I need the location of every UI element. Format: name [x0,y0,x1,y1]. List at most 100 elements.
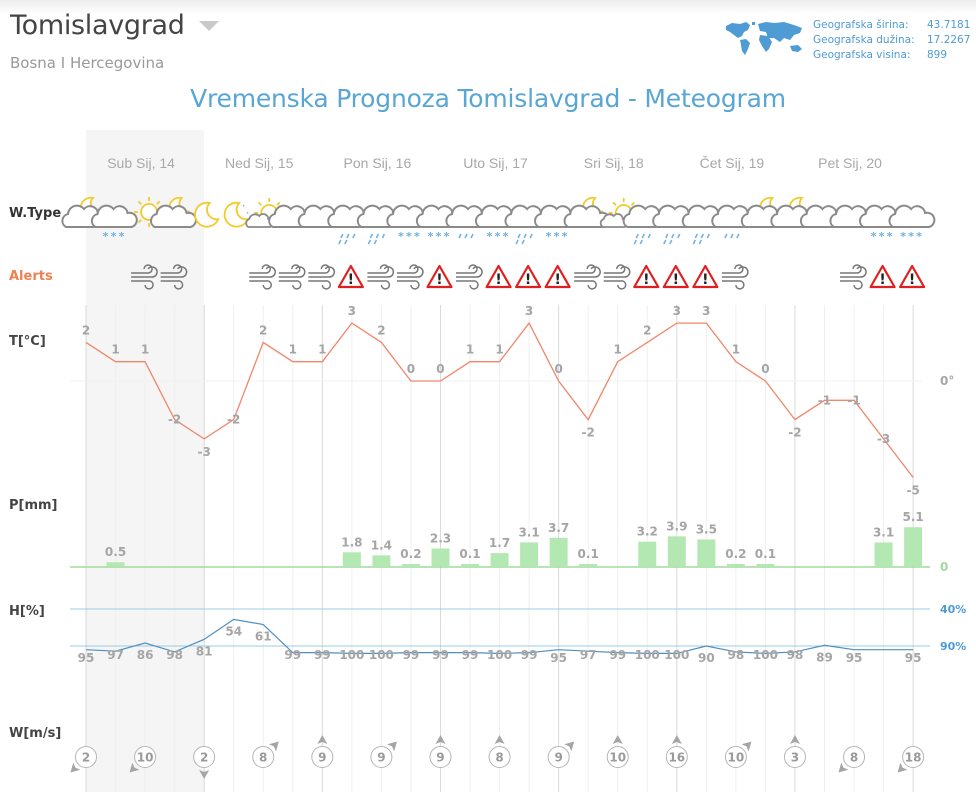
sun-ray [137,200,142,205]
exclamation: ! [554,272,560,288]
snow-icon: * * * [103,230,125,243]
temperature-label: 3 [525,304,533,318]
wind-stroke [131,266,158,278]
wind-circle [193,746,216,768]
exclamation: ! [909,272,915,288]
raindrop [677,233,681,239]
raindrop [706,233,711,239]
humidity-label: 100 [369,648,394,662]
row-label-wind: W[m/s] [9,726,61,741]
precipitation-bar [579,564,598,566]
chevron-down-icon[interactable] [199,21,219,31]
humidity-label: 99 [609,648,626,662]
wind-stroke [367,266,395,278]
wind-speed-label: 10 [137,751,154,765]
star-icon: · [246,206,250,220]
wind-speed-label: 10 [609,751,626,765]
page-title: Vremenska Prognoza Tomislavgrad - Meteog… [190,84,786,113]
geo-label: Geografska visina: [813,49,911,61]
warning-alert-icon: ! [899,264,926,289]
wind-stroke [396,280,420,290]
precipitation-label: 0.2 [725,547,746,561]
wind-circle [429,746,452,768]
precipitation-bar [874,542,893,566]
wind-direction-arrow-icon [494,735,505,744]
snowflake: * [119,230,125,243]
wind-circle [547,746,570,768]
snowflake: * [414,230,420,243]
wind-stroke [574,280,597,290]
sun-ray [156,200,161,205]
humidity-label: 98 [787,648,804,662]
wind-stroke [278,280,302,290]
wind-circle [311,746,334,768]
cloud-icon [888,204,936,228]
raindrop [700,233,705,239]
snowflake: * [103,230,109,243]
humidity-axis-label: 40% [940,603,966,616]
humidity-label: 86 [137,648,154,662]
wind-direction-arrow-icon [387,741,397,752]
geo-info: Geografska širina: 43.7181 Geografska duž… [813,18,970,63]
raindrop [373,239,378,245]
snowflake: * [562,230,568,243]
temperature-label: -1 [818,393,831,407]
temperature-label: 2 [82,323,90,337]
wind-marker: 2 [70,746,97,773]
wind-alert-icon [249,264,276,290]
raindrop [694,233,699,239]
wind-stroke [840,280,863,290]
temperature-label: 1 [495,343,503,357]
humidity-label: 99 [403,648,420,662]
rain-icon [663,233,681,245]
temperature-line [85,321,914,478]
raindrop [698,239,703,245]
wind-direction-arrow-icon [268,741,279,752]
humidity-label: 95 [550,651,567,665]
wind-stroke [160,280,184,290]
precipitation-bar [342,552,361,566]
humidity-label: 90 [698,651,715,665]
day-label: Uto Sij, 17 [463,155,528,171]
wind-direction-arrow-icon [789,735,800,744]
top-shade [0,0,976,14]
precipitation-bar [372,555,391,566]
wind-stroke [308,280,332,290]
raindrop [724,233,728,239]
wind-direction-arrow-icon [838,762,849,773]
wind-stroke [721,280,745,290]
snowflake: * [398,230,404,243]
humidity-label: 99 [284,648,301,662]
humidity-label: 100 [635,648,660,662]
wind-stroke [131,280,154,290]
snowflake: * [900,230,906,243]
wind-speed-label: 9 [436,751,444,765]
precipitation-label: 0.2 [400,547,421,561]
wind-direction-arrow-icon [897,762,908,773]
temperature-label: 2 [377,323,385,337]
wind-direction-arrow-icon [129,762,140,773]
sun-ray [276,201,281,206]
raindrop [375,233,380,239]
raindrop [338,239,342,245]
snowflake: * [436,230,442,243]
cloud-icon [90,204,138,228]
wind-direction-arrow-icon [564,741,575,752]
wind-marker: 9 [547,741,575,768]
wind-stroke [249,280,272,290]
warning-alert-icon: ! [337,264,364,289]
humidity-line [85,618,914,655]
wind-marker: 2 [193,746,216,779]
precipitation-label: 5.1 [902,510,923,524]
warning-alert-icon: ! [426,264,453,289]
warning-alert-icon: ! [544,264,571,289]
wind-marker: 9 [370,741,397,768]
raindrop [529,233,533,239]
humidity-label: 97 [107,648,124,662]
sun-ray [612,201,617,206]
wind-direction-arrow-icon [199,770,210,779]
world-map-icon [726,22,802,55]
temperature-label: 1 [466,343,474,357]
city-name: Tomislavgrad [10,10,185,41]
raindrop [521,239,525,245]
